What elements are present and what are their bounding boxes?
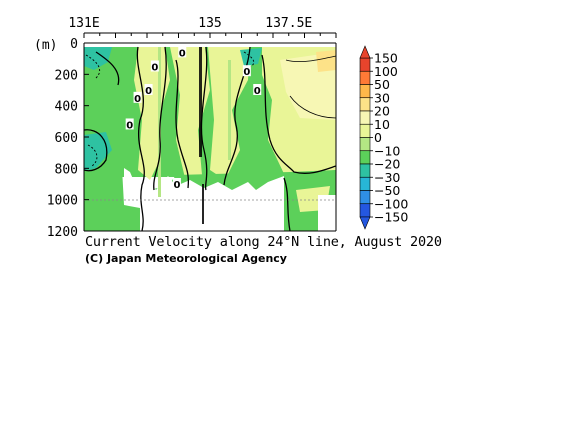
- colorbar-label: −20: [374, 157, 400, 172]
- chart-title: Current Velocity along 24°N line, August…: [85, 234, 442, 250]
- contour-label-bg: [150, 60, 159, 72]
- colorbar-label: 20: [374, 104, 390, 119]
- colorbar-segment: [359, 190, 371, 205]
- colorbar-segment: [359, 97, 371, 112]
- x-ticks: 131E 135 137.5E: [68, 16, 337, 38]
- colorbar-label: −50: [374, 183, 400, 198]
- colorbar-segment: [359, 163, 371, 178]
- colorbar-label: 10: [374, 117, 390, 132]
- credit-text: (C) Japan Meteorological Agency: [85, 252, 287, 265]
- colorbar-max-arrow: [359, 45, 371, 59]
- contour-label-bg: [242, 65, 251, 77]
- y-tick-label: 600: [55, 131, 78, 146]
- colorbar-segment: [359, 70, 371, 85]
- colorbar-label: −30: [374, 170, 400, 185]
- contour-label-bg: [172, 178, 181, 189]
- plot-area: [84, 43, 336, 231]
- colorbar-min-arrow: [359, 216, 371, 230]
- colorbar-segment: [359, 203, 371, 218]
- contour-label: 0: [254, 86, 261, 97]
- y-tick-label: 1000: [47, 194, 78, 209]
- colorbar-label: −150: [374, 210, 408, 225]
- x-tick-label: 135: [198, 16, 221, 31]
- x-tick-label: 137.5E: [265, 16, 312, 31]
- x-tick-label: 131E: [68, 16, 99, 31]
- colorbar-segment: [359, 84, 371, 99]
- colorbar-segment: [359, 137, 371, 152]
- colorbar-segment: [359, 110, 371, 125]
- contour-label: 0: [179, 48, 186, 59]
- colorbar-segment: [359, 150, 371, 165]
- colorbar-label: 100: [374, 64, 398, 79]
- contour-label-bg: [144, 84, 153, 95]
- contour-label-bg: [253, 84, 262, 95]
- colorbar-segment: [359, 123, 371, 138]
- colorbar-label: 0: [374, 130, 382, 145]
- colorbar-label: −100: [374, 196, 408, 211]
- y-tick-label: 1200: [47, 225, 78, 240]
- colorbar-segment: [359, 57, 371, 72]
- colorbar-label: 50: [374, 77, 390, 92]
- contour-label: 0: [134, 94, 141, 105]
- y-tick-label: 400: [55, 100, 78, 115]
- contour-label-bg: [125, 118, 134, 130]
- contour-label-bg: [178, 46, 187, 58]
- y-tick-label: 200: [55, 68, 78, 83]
- y-ticks: 0 200 400 600 800 1000 1200: [47, 37, 89, 240]
- colorbar-label: 30: [374, 90, 390, 105]
- y-axis-label: (m): [34, 38, 57, 53]
- contour-label: 0: [126, 120, 133, 131]
- contour-label-bg: [133, 91, 142, 103]
- contour-label: 0: [151, 63, 158, 74]
- y-tick-label: 800: [55, 162, 78, 177]
- contour-label: 0: [243, 67, 250, 78]
- contour-label: 0: [173, 180, 180, 191]
- y-tick-label: 0: [70, 37, 78, 52]
- colorbar-label: −10: [374, 143, 400, 158]
- colorbar-label: 150: [374, 51, 398, 66]
- contour-label: 0: [145, 86, 152, 97]
- colorbar-segment: [359, 176, 371, 191]
